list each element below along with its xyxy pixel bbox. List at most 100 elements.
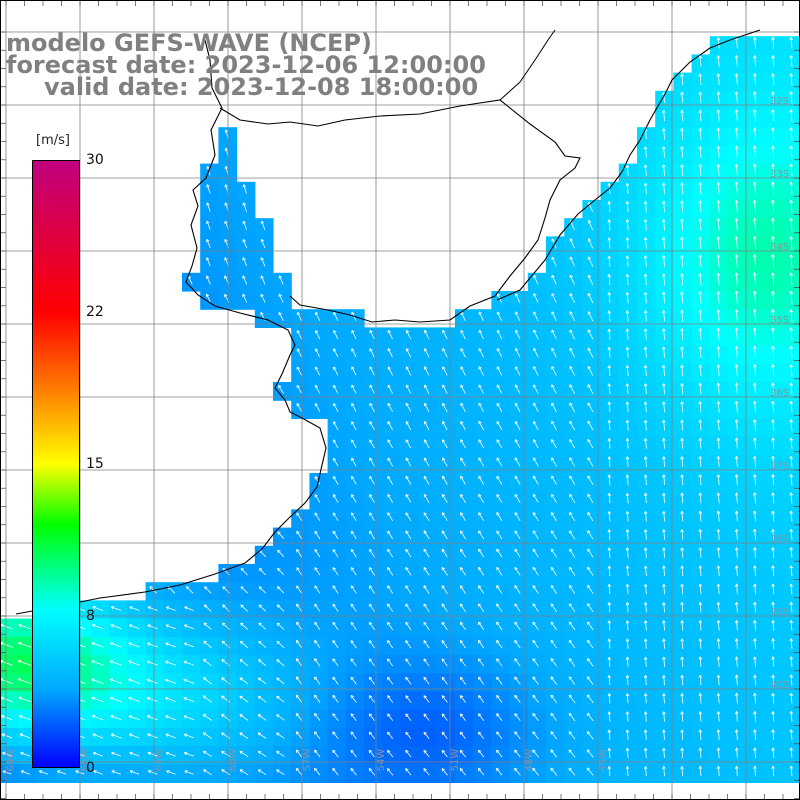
wind-arrow	[716, 747, 721, 759]
wind-arrow	[405, 384, 412, 394]
wind-arrow	[92, 715, 104, 721]
wind-arrow	[771, 729, 775, 740]
wind-arrow	[771, 620, 775, 631]
wind-arrow	[607, 620, 612, 631]
wind-arrow	[478, 493, 485, 503]
wind-arrow	[662, 693, 666, 704]
wind-arrow	[550, 749, 558, 758]
wind-arrow	[276, 677, 285, 685]
wind-arrow	[314, 749, 321, 758]
wind-arrow	[514, 457, 521, 467]
wind-arrow	[460, 512, 466, 522]
wind-arrow	[350, 731, 357, 740]
wind-arrow	[533, 457, 539, 467]
wind-arrow	[568, 603, 576, 613]
wind-arrow	[771, 217, 775, 231]
wind-arrow	[442, 421, 448, 431]
colorbar-tick-22: 22	[86, 304, 104, 320]
wind-arrow	[771, 638, 775, 649]
wind-arrow	[607, 547, 612, 558]
wind-arrow	[789, 272, 793, 286]
wind-arrow	[716, 474, 721, 486]
wind-arrow	[405, 548, 412, 558]
wind-arrow	[314, 384, 321, 394]
wind-arrow	[734, 437, 739, 449]
wind-arrow	[1, 733, 13, 739]
wind-arrow	[569, 256, 575, 267]
wind-arrow	[789, 711, 794, 722]
wind-arrow	[532, 475, 539, 485]
wind-arrow	[734, 692, 739, 704]
wind-arrow	[771, 510, 775, 522]
wind-arrow	[716, 181, 721, 195]
wind-arrow	[662, 620, 666, 631]
wind-arrow	[716, 254, 721, 268]
wind-arrow	[789, 254, 793, 268]
wind-arrow	[734, 145, 739, 158]
speed-cell	[782, 436, 800, 456]
wind-arrow	[110, 733, 122, 739]
wind-arrow	[716, 711, 721, 722]
wind-arrow	[680, 182, 684, 195]
wind-arrow	[295, 731, 303, 740]
wind-arrow	[698, 327, 702, 340]
wind-arrow	[698, 401, 703, 413]
wind-arrow	[789, 474, 794, 486]
wind-arrow	[607, 583, 612, 595]
wind-arrow	[771, 309, 775, 322]
wind-arrow	[332, 439, 339, 449]
wind-arrow	[257, 695, 267, 703]
wind-arrow	[129, 733, 140, 739]
wind-arrow	[752, 254, 757, 268]
wind-arrow	[771, 419, 775, 431]
wind-arrow	[568, 712, 576, 722]
wind-arrow	[789, 400, 794, 413]
wind-arrow	[771, 747, 775, 759]
wind-arrow	[753, 73, 757, 85]
wind-arrow	[405, 457, 412, 467]
latitude-label: 33S	[770, 169, 789, 180]
wind-arrow	[423, 585, 430, 594]
wind-arrow	[405, 621, 412, 631]
wind-arrow	[442, 329, 448, 340]
wind-arrow	[350, 567, 357, 576]
wind-arrow	[242, 293, 248, 303]
wind-arrow	[587, 639, 594, 649]
wind-arrow	[716, 327, 721, 340]
wind-arrow	[662, 565, 666, 577]
wind-arrow	[314, 567, 321, 576]
wind-arrow	[423, 640, 430, 649]
wind-arrow	[569, 457, 576, 467]
wind-arrow	[368, 640, 375, 649]
wind-arrow	[789, 145, 793, 158]
wind-arrow	[587, 274, 594, 285]
wind-arrow	[753, 528, 757, 540]
wind-arrow	[260, 293, 266, 303]
wind-arrow	[332, 694, 339, 703]
wind-arrow	[260, 220, 266, 230]
wind-arrow	[92, 624, 104, 630]
wind-arrow	[128, 642, 140, 648]
wind-arrow	[295, 749, 303, 758]
wind-arrow	[296, 330, 302, 340]
wind-arrow	[771, 692, 775, 704]
wind-arrow	[332, 567, 339, 576]
wind-arrow	[276, 714, 285, 721]
wind-arrow	[405, 348, 412, 358]
wind-arrow	[128, 715, 140, 721]
wind-arrow	[680, 583, 684, 595]
wind-arrow	[551, 256, 557, 267]
wind-arrow	[662, 529, 666, 540]
wind-arrow	[277, 586, 285, 594]
wind-arrow	[698, 382, 703, 395]
wind-arrow	[771, 656, 775, 668]
wind-arrow	[258, 604, 267, 612]
wind-arrow	[753, 656, 757, 668]
wind-arrow	[789, 620, 794, 631]
wind-arrow	[753, 437, 757, 449]
wind-arrow	[643, 729, 648, 740]
wind-arrow	[625, 638, 630, 649]
wind-arrow	[680, 638, 684, 649]
wind-arrow	[771, 547, 775, 558]
wind-arrow	[607, 474, 612, 486]
